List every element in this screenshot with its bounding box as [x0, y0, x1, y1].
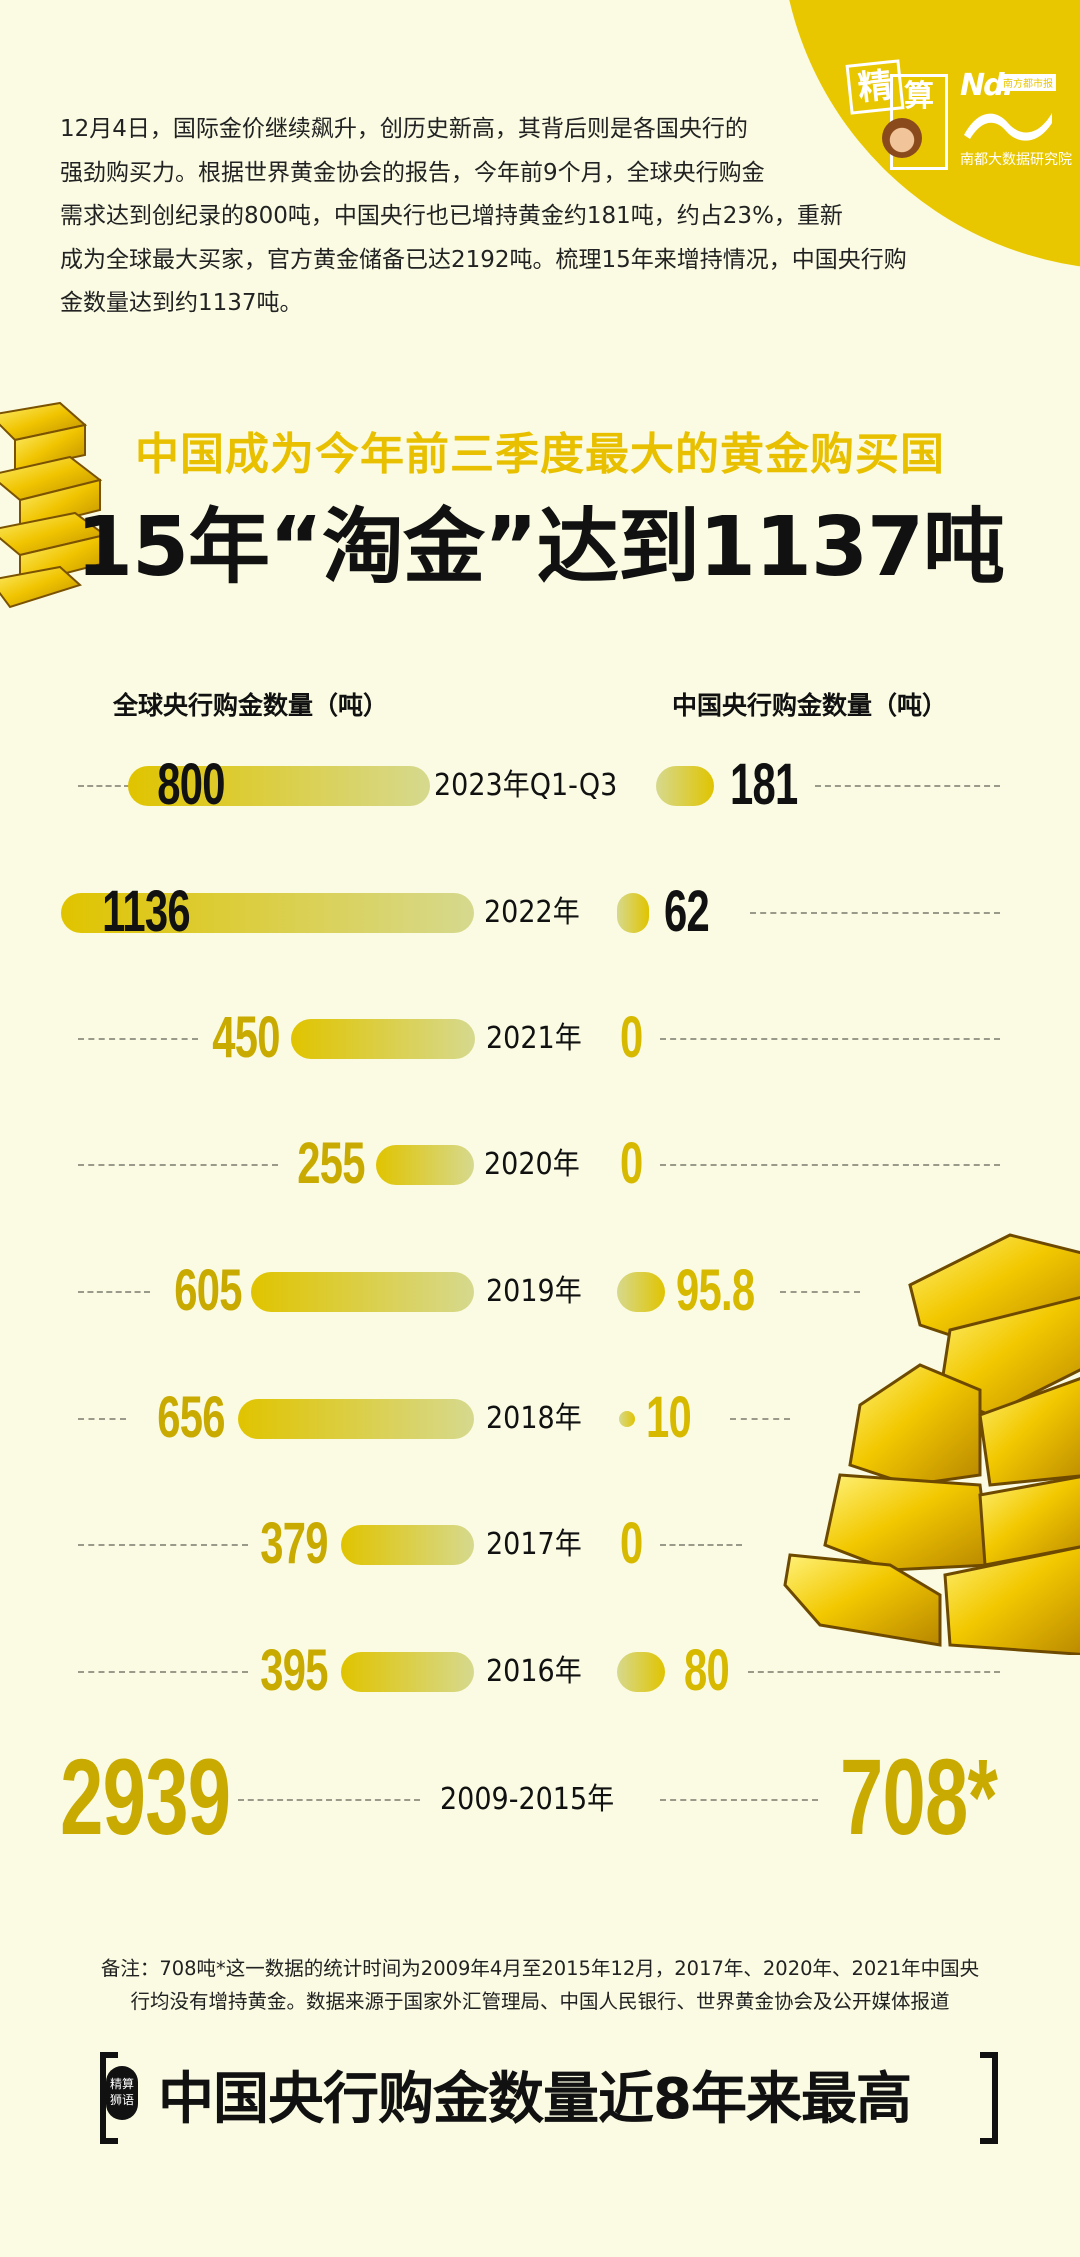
chart-row-2019: 605 2019年 95.8 [0, 1252, 1080, 1332]
footnote-line: 备注：708吨*这一数据的统计时间为2009年4月至2015年12月，2017年… [100, 1957, 980, 1980]
leader-dots [78, 1164, 278, 1166]
leader-dots [78, 1544, 248, 1546]
global-bar [341, 1525, 474, 1565]
leader-dots [660, 1799, 818, 1801]
chart-row-2009-2015: 2939 2009-2015年 708* [0, 1742, 1080, 1852]
period-label: 2019年 [486, 1274, 582, 1309]
wave-logo-icon [964, 113, 1052, 141]
chart-row-2020: 255 2020年 0 [0, 1125, 1080, 1205]
period-label: 2009-2015年 [440, 1782, 615, 1817]
leader-dots [660, 1038, 1000, 1040]
gold-bars-illustration-right [783, 1233, 1080, 1655]
chart-row-2023: 800 2023年Q1-Q3 181 [0, 746, 1080, 826]
period-label: 2021年 [486, 1021, 582, 1056]
period-label: 2018年 [486, 1401, 582, 1436]
leader-dots [660, 1164, 1000, 1166]
conclusion-text: 中国央行购金数量近8年来最高 [158, 2067, 912, 2132]
chart-row-2016: 395 2016年 80 [0, 1632, 1080, 1712]
global-column-header: 全球央行购金数量（吨） [113, 691, 389, 720]
china-value: 10 [646, 1385, 692, 1450]
leader-dots [815, 785, 1000, 787]
leader-dots [78, 1671, 248, 1673]
china-value: 708* [840, 1736, 998, 1857]
badge-line: 狮语 [109, 2093, 134, 2107]
china-value: 0 [620, 1131, 643, 1196]
left-bracket-icon [100, 2052, 118, 2144]
intro-line: 成为全球最大买家，官方黄金储备已达2192吨。梳理15年来增持情况，中国央行购 [60, 246, 907, 273]
china-bar [619, 1411, 635, 1427]
intro-line: 金数量达到约1137吨。 [60, 290, 303, 316]
leader-dots [730, 1418, 790, 1420]
publisher-paper: 南方都市报 [1000, 74, 1056, 91]
china-value: 80 [684, 1638, 730, 1703]
footnote: 备注：708吨*这一数据的统计时间为2009年4月至2015年12月，2017年… [68, 1952, 1012, 2018]
global-value: 656 [157, 1385, 225, 1450]
intro-line: 需求达到创纪录的800吨，中国央行也已增持黄金约181吨，约占23%，重新 [60, 203, 843, 229]
global-value: 2939 [59, 1736, 231, 1857]
china-bar [617, 1652, 665, 1692]
global-value: 255 [297, 1131, 365, 1196]
chart-headline: 15年“淘金”达到1137吨 [75, 500, 1005, 595]
intro-line: 强劲购买力。根据世界黄金协会的报告，今年前9个月，全球央行购金 [60, 159, 765, 186]
period-label: 2016年 [486, 1654, 582, 1689]
chart-row-2021: 450 2021年 0 [0, 999, 1080, 1079]
global-bar [251, 1272, 474, 1312]
china-value: 181 [730, 752, 798, 817]
leader-dots [78, 1291, 150, 1293]
chart-row-2022: 1136 2022年 62 [0, 873, 1080, 953]
chart-row-2018: 656 2018年 10 [0, 1379, 1080, 1459]
china-bar [617, 1272, 665, 1312]
intro-paragraph: 12月4日，国际金价继续飙升，创历史新高，其背后则是各国央行的 强劲购买力。根据… [60, 108, 1020, 326]
period-label: 2023年Q1-Q3 [434, 768, 618, 803]
publisher-logo: Nd. 南方都市报 南都大数据研究院 [960, 68, 1072, 169]
global-bar [128, 766, 430, 806]
global-bar [238, 1399, 474, 1439]
leader-dots [748, 1671, 1000, 1673]
column-logo: 精 算 [845, 56, 968, 170]
period-label: 2017年 [486, 1527, 582, 1562]
leader-dots [78, 1418, 126, 1420]
lion-words-badge: 精算 狮语 [106, 2066, 138, 2120]
leader-dots [78, 785, 130, 787]
leader-dots [780, 1291, 860, 1293]
china-bar [656, 766, 714, 806]
leader-dots [78, 1038, 198, 1040]
footnote-line: 行均没有增持黄金。数据来源于国家外汇管理局、中国人民银行、世界黄金协会及公开媒体… [130, 1990, 950, 2013]
badge-line: 精算 [109, 2077, 134, 2091]
global-value: 1136 [102, 879, 190, 944]
china-column-header: 中国央行购金数量（吨） [672, 691, 948, 720]
global-value: 395 [260, 1638, 328, 1703]
leader-dots [238, 1799, 420, 1801]
global-value: 800 [157, 752, 225, 817]
conclusion-banner: 精算 狮语 中国央行购金数量近8年来最高 [100, 2052, 1000, 2152]
global-value: 379 [260, 1511, 328, 1576]
global-value: 450 [212, 1005, 280, 1070]
china-value: 62 [664, 879, 710, 944]
period-label: 2022年 [484, 895, 580, 930]
global-bar [376, 1145, 474, 1185]
global-value: 605 [174, 1258, 242, 1323]
period-label: 2020年 [484, 1147, 580, 1182]
chart-subtitle: 中国成为今年前三季度最大的黄金购买国 [135, 429, 945, 480]
right-bracket-icon [980, 2052, 998, 2144]
intro-line: 12月4日，国际金价继续飙升，创历史新高，其背后则是各国央行的 [60, 116, 748, 142]
global-bar [291, 1019, 475, 1059]
china-value: 95.8 [676, 1258, 755, 1323]
china-value: 0 [620, 1511, 643, 1576]
global-bar [61, 893, 474, 933]
publisher-institute: 南都大数据研究院 [960, 152, 1072, 168]
chart-row-2017: 379 2017年 0 [0, 1505, 1080, 1585]
gold-bars-illustration-left [0, 401, 108, 609]
leader-dots [660, 1544, 742, 1546]
leader-dots [750, 912, 1000, 914]
china-value: 0 [620, 1005, 643, 1070]
lion-mascot-icon [882, 118, 922, 158]
china-bar [617, 893, 649, 933]
global-bar [341, 1652, 474, 1692]
